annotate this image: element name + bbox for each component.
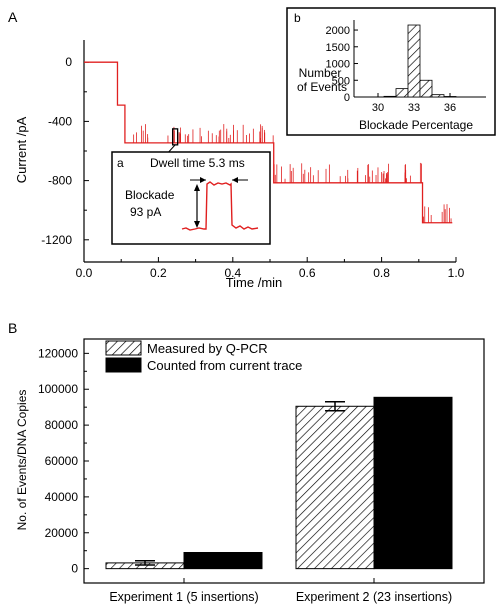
dwell-arrowhead-right [232,177,238,183]
blockade-annotation-line2: 93 pA [130,205,161,219]
legend-label-counted: Counted from current trace [147,358,302,373]
hist-y-tick-label: 0 [344,92,350,104]
inset-a-event-trace [181,181,259,231]
dwell-arrowhead-left [200,177,206,183]
hist-x-tick-label: 30 [372,102,384,114]
blockade-annotation-line1: Blockade [125,188,175,202]
bar-y-tick-label: 100000 [38,382,78,396]
trace-series-line [84,61,453,224]
trace-x-tick-label: 0.2 [150,266,167,280]
hist-bar [395,88,409,98]
bar-y-tick-label: 20000 [45,526,79,540]
bar-qpcr [295,405,375,570]
trace-x-tick-label: 1.0 [448,266,465,280]
inset-dwell-time: a Dwell time 5.3 ms Blockade 93 pA [111,151,271,245]
inset-b-frame [286,7,496,136]
trace-y-tick-label: -800 [48,174,72,188]
hist-x-tick-label: 33 [408,102,420,114]
hist-ylabel-line2: of Events [297,80,347,94]
hist-bar [431,94,445,98]
bar-x-tick-label: Experiment 1 (5 insertions) [109,590,258,604]
trace-y-tick-label: -1200 [41,233,72,247]
trace-y-tick-label: 0 [65,55,72,69]
bar-counted [373,396,453,570]
trace-y-tick-label: -400 [48,114,72,128]
legend-swatch-counted [105,357,142,373]
hist-bar [419,79,433,98]
bar-ylabel: No. of Events/DNA Copies [15,390,29,531]
current-trace-chart: 0.0 0.2 0.4 0.6 0.8 1.0 0 -400 -800 -1200 [41,40,465,280]
trace-ylabel: Current /pA [14,116,29,183]
blockade-arrowhead-top [194,184,200,191]
trace-x-tick-label: 0.4 [224,266,241,280]
hist-bar [383,95,397,98]
bar-x-tick-label: Experiment 2 (23 insertions) [296,590,452,604]
histogram-plot: 0 500 1000 1500 2000 30 33 36 [326,20,486,114]
trace-x-tick-label: 0.6 [299,266,316,280]
trace-x-tick-label: 0.0 [76,266,93,280]
panel-b-label: B [8,320,17,336]
inset-histogram: b Number of Events Blockade Percentage 0… [286,7,496,136]
inset-a-label: a [117,156,124,170]
bar-y-tick-label: 0 [71,562,78,576]
hist-y-tick-label: 500 [332,75,350,87]
bar-counted [183,552,263,570]
trace-x-tick-label: 0.8 [373,266,390,280]
trace-spikes [124,124,452,223]
hist-xlabel: Blockade Percentage [359,118,473,132]
hist-bar [443,96,457,98]
hist-y-tick-label: 2000 [326,25,350,37]
blockade-arrowhead-bottom [194,221,200,228]
bar-y-tick-label: 80000 [45,418,79,432]
trace-xlabel: Time /min [226,275,283,290]
legend-label-qpcr: Measured by Q-PCR [147,341,268,356]
legend-swatch-qpcr [105,340,142,356]
inset-b-label: b [294,11,301,25]
hist-y-tick-label: 1500 [326,42,350,54]
events-bar-chart: 0 20000 40000 60000 80000 100000 120000 Experim… [38,338,485,604]
bar-y-tick-label: 120000 [38,346,78,360]
bar-y-tick-label: 60000 [45,454,79,468]
hist-bar [407,24,421,98]
hist-ylabel-line1: Number [299,66,342,80]
panel-a-label: A [8,9,18,25]
dwell-time-annotation: Dwell time 5.3 ms [150,156,245,170]
bar-y-tick-label: 40000 [45,490,79,504]
bar-legend: Measured by Q-PCR Counted from current t… [105,340,302,373]
hist-y-tick-label: 1000 [326,59,350,71]
hist-x-tick-label: 36 [444,102,456,114]
